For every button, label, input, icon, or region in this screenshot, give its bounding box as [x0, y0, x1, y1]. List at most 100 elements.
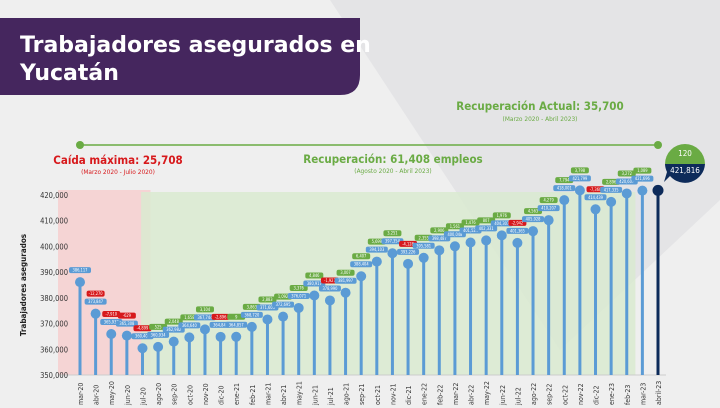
x-tick-label: ago-21 [343, 383, 351, 405]
value-label: 360,934 [151, 332, 167, 337]
data-point [324, 295, 335, 306]
x-tick-label: may-21 [296, 381, 304, 405]
value-label: 393,226 [401, 249, 417, 254]
x-tick-label: jul-21 [327, 387, 335, 406]
current-recovery-title: Recuperación Actual: 35,700 [456, 99, 623, 113]
y-tick-label: 360,000 [40, 345, 68, 354]
value-label: 418,001 [557, 186, 572, 191]
value-label: 360,409 [135, 334, 151, 339]
change-label: 7,794 [559, 178, 570, 183]
change-label-bg [367, 238, 386, 245]
shaded-region-red [58, 190, 151, 375]
data-point [449, 241, 460, 252]
change-label-bg [102, 311, 121, 318]
value-label-bg [568, 175, 591, 182]
value-label-bg [506, 227, 529, 234]
change-label: 1,658 [184, 315, 195, 320]
data-point [528, 226, 539, 237]
value-label-bg [381, 238, 404, 245]
value-label: 373,847 [88, 299, 103, 304]
bubble-change: 120 [678, 149, 692, 158]
change-label: 9 [235, 314, 238, 319]
x-tick-label: mar-21 [264, 383, 272, 405]
data-point [293, 302, 304, 313]
title-line2: Yucatán [19, 61, 119, 86]
value-label: 364,848 [213, 322, 229, 327]
y-tick-label: 380,000 [40, 294, 68, 303]
data-point [652, 184, 664, 196]
x-tick-label: dic-22 [593, 386, 601, 406]
y-tick-label: 390,000 [40, 268, 68, 277]
change-label-bg [227, 313, 246, 320]
data-point [465, 237, 476, 248]
change-label-bg [383, 230, 402, 237]
x-tick-label: jun-22 [499, 385, 507, 406]
x-tick-label: feb-21 [249, 385, 257, 405]
value-label-bg [631, 175, 654, 182]
data-point [637, 185, 648, 196]
data-point [199, 324, 210, 335]
value-label: 372,695 [276, 302, 291, 307]
change-label-bg [586, 186, 605, 193]
change-label: 1,976 [497, 213, 508, 218]
change-label-bg [524, 208, 543, 215]
change-label: -2,942 [512, 220, 524, 225]
change-label: 3,251 [387, 231, 397, 236]
data-point [512, 237, 523, 248]
y-tick-label: 350,000 [40, 371, 68, 380]
change-label: 2,355 [419, 235, 429, 240]
x-tick-label: ago-20 [155, 383, 163, 405]
shaded-region-green [141, 192, 636, 375]
x-tick-label: sep-20 [171, 384, 179, 405]
data-point [153, 341, 164, 352]
value-label-bg [178, 322, 201, 329]
value-label-bg [600, 186, 623, 193]
value-label: 402,331 [479, 226, 494, 231]
value-label: 405,928 [526, 217, 542, 222]
change-label-bg [117, 312, 136, 319]
data-point [184, 332, 195, 343]
x-tick-label: may-22 [483, 381, 491, 405]
value-label: 397,354 [385, 239, 401, 244]
change-label: 2,883 [262, 297, 272, 302]
change-label-bg [633, 167, 652, 174]
value-label-bg [584, 194, 607, 201]
x-tick-label: mar-23 [639, 383, 647, 405]
data-point [481, 235, 492, 246]
change-label: 3,007 [340, 270, 350, 275]
y-tick-label: 400,000 [40, 242, 68, 251]
change-label: 807 [483, 218, 490, 223]
x-tick-label: abr-22 [468, 385, 476, 405]
drop-title: Caída máxima: 25,708 [53, 153, 183, 167]
data-point [387, 248, 398, 259]
change-label-bg [555, 177, 574, 184]
data-point [606, 196, 617, 207]
data-point [168, 336, 179, 347]
bubble-value: 421,816 [670, 166, 700, 175]
current-recovery-period: (Marzo 2020 - Abril 2023) [503, 115, 578, 123]
value-label: 368,720 [244, 312, 260, 317]
value-label-bg [287, 292, 310, 299]
value-label-bg [490, 220, 513, 227]
change-label: 525 [155, 324, 162, 329]
x-tick-label: jun-20 [124, 385, 132, 406]
change-label: 1,089 [637, 168, 648, 173]
x-tick-label: dic-20 [218, 386, 226, 406]
value-label: 398,487 [432, 236, 447, 241]
value-label: 364,640 [182, 323, 198, 328]
data-point [90, 308, 101, 319]
change-label: 2,896 [606, 179, 617, 184]
change-label-bg [477, 217, 496, 224]
change-label-bg [617, 170, 636, 177]
data-point [356, 271, 367, 282]
data-point [559, 195, 570, 206]
x-tick-label: sep-21 [358, 384, 366, 405]
x-tick-label: ene-21 [233, 383, 241, 405]
value-label: 394,103 [369, 247, 384, 252]
value-label: 410,207 [541, 206, 556, 211]
drop-period: (Marzo 2020 - Julio 2020) [81, 168, 155, 176]
change-label: 1,476 [465, 220, 476, 225]
change-label: 1,561 [450, 224, 460, 229]
value-label-bg [412, 242, 435, 249]
